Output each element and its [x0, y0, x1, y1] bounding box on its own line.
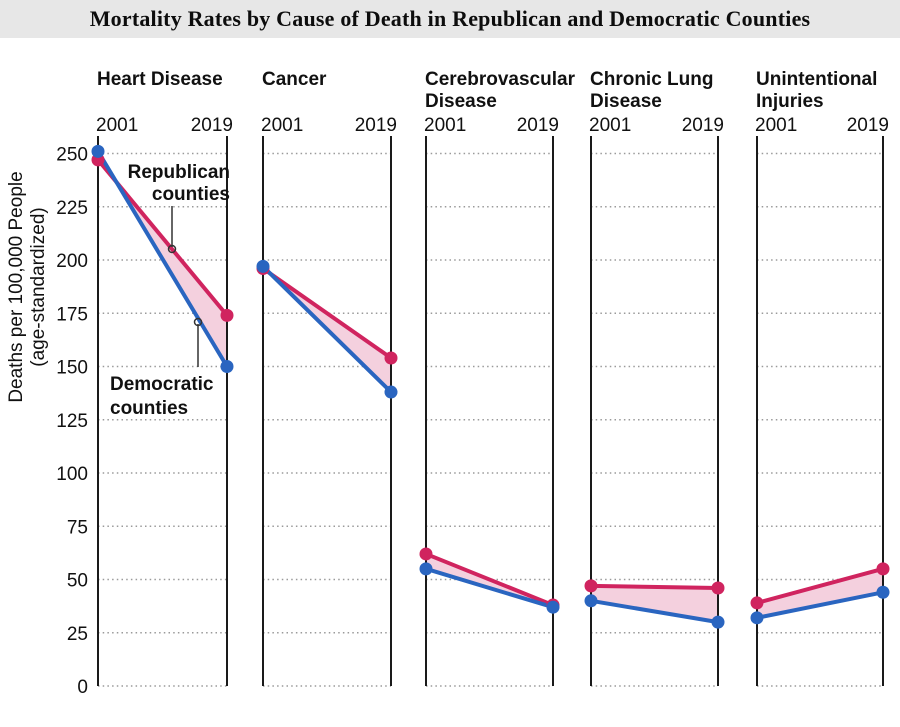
- year-label-2019: 2019: [682, 115, 724, 136]
- year-label-2001: 2001: [755, 115, 797, 136]
- year-label-2001: 2001: [96, 115, 138, 136]
- republican-dot-2019: [220, 308, 234, 322]
- panel-title: Cancer: [262, 69, 327, 90]
- y-tick-label: 225: [56, 198, 88, 219]
- figure-header: Mortality Rates by Cause of Death in Rep…: [0, 0, 900, 38]
- democratic-line: [755, 590, 885, 620]
- democratic-dot-2019: [876, 585, 890, 599]
- y-axis-title: Deaths per 100,000 People: [6, 171, 27, 402]
- democratic-dot-2001: [750, 611, 764, 625]
- y-axis-title: (age-standardized): [28, 207, 49, 366]
- democratic-line: [96, 149, 229, 369]
- y-tick-label: 25: [67, 624, 88, 645]
- panel-title: Cerebrovascular: [425, 69, 576, 90]
- gap-band: [757, 568, 883, 618]
- year-label-2001: 2001: [424, 115, 466, 136]
- y-tick-label: 150: [56, 358, 88, 379]
- democratic-dot-2001: [91, 144, 105, 158]
- y-tick-label: 125: [56, 411, 88, 432]
- year-label-2001: 2001: [261, 115, 303, 136]
- y-tick-label: 50: [67, 571, 88, 592]
- y-tick-label: 175: [56, 304, 88, 325]
- democratic-dot-2019: [220, 360, 234, 373]
- republican-line: [424, 551, 555, 608]
- panel-title: Injuries: [756, 91, 824, 112]
- y-tick-label: 75: [67, 517, 88, 538]
- y-tick-label: 0: [77, 677, 88, 698]
- republican-line: [261, 266, 393, 360]
- panel-title: Chronic Lung: [590, 69, 713, 90]
- democratic-dot-2019: [546, 600, 560, 614]
- y-tick-label: 100: [56, 464, 88, 485]
- democratic-line: [261, 264, 393, 395]
- republican-line: [755, 566, 885, 605]
- democratic-dot-2001: [584, 594, 598, 608]
- year-label-2019: 2019: [847, 115, 889, 136]
- republican-line: [589, 583, 720, 591]
- democratic-line: [424, 566, 555, 610]
- democratic-leader-marker: [193, 317, 203, 327]
- panel-title: Unintentional: [756, 69, 877, 90]
- democratic-label: counties: [110, 398, 188, 419]
- republican-dot-2001: [419, 547, 433, 561]
- republican-label: Republican: [128, 162, 230, 183]
- gap-band: [591, 585, 718, 623]
- democratic-dot-2001: [419, 562, 433, 576]
- democratic-dot-2001: [256, 259, 270, 273]
- democratic-dot-2019: [711, 615, 725, 629]
- republican-dot-2019: [876, 562, 890, 576]
- democratic-dot-2019: [384, 385, 398, 399]
- y-tick-label: 200: [56, 251, 88, 272]
- year-label-2019: 2019: [517, 115, 559, 136]
- panel-title: Disease: [425, 91, 497, 112]
- panel-title: Heart Disease: [97, 69, 223, 90]
- year-label-2019: 2019: [355, 115, 397, 136]
- year-label-2001: 2001: [589, 115, 631, 136]
- republican-dot-2019: [384, 351, 398, 365]
- republican-dot-2001: [750, 596, 764, 610]
- republican-leader-marker: [167, 244, 177, 254]
- year-label-2019: 2019: [191, 115, 233, 136]
- republican-dot-2001: [584, 579, 598, 593]
- republican-dot-2019: [711, 581, 725, 595]
- democratic-label: Democratic: [110, 374, 214, 395]
- republican-label: counties: [152, 184, 230, 205]
- chart-title: Mortality Rates by Cause of Death in Rep…: [89, 6, 811, 31]
- y-tick-label: 250: [56, 145, 88, 166]
- democratic-line: [589, 598, 720, 625]
- panel-title: Disease: [590, 91, 662, 112]
